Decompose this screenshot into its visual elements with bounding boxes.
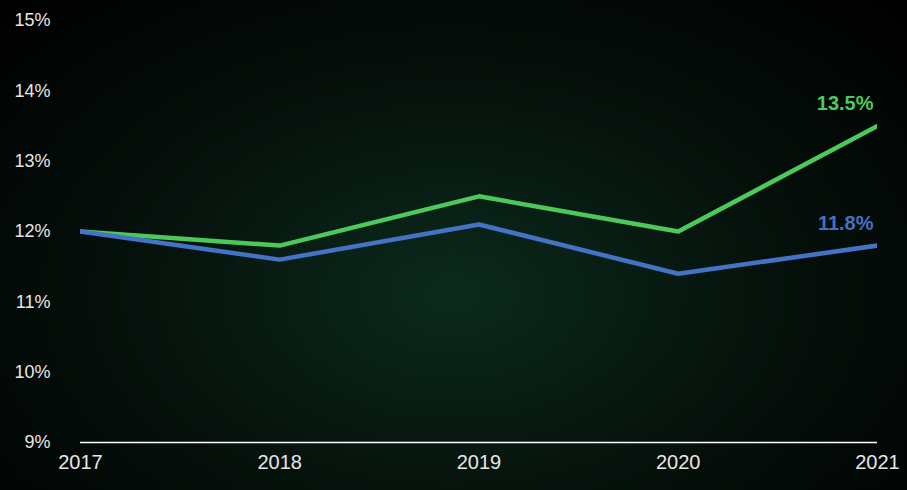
svg-text:11.8%: 11.8%: [818, 212, 874, 234]
svg-text:9%: 9%: [24, 432, 50, 452]
svg-text:2021: 2021: [855, 451, 900, 473]
svg-text:2020: 2020: [656, 451, 701, 473]
svg-text:11%: 11%: [16, 292, 51, 312]
svg-text:14%: 14%: [14, 81, 50, 101]
svg-text:13%: 13%: [14, 151, 50, 171]
svg-text:12%: 12%: [14, 221, 50, 241]
svg-text:2018: 2018: [258, 451, 303, 473]
svg-text:2017: 2017: [58, 451, 103, 473]
svg-text:10%: 10%: [14, 362, 50, 382]
svg-text:2019: 2019: [457, 451, 502, 473]
svg-text:13.5%: 13.5%: [817, 92, 874, 114]
svg-text:15%: 15%: [14, 10, 50, 30]
